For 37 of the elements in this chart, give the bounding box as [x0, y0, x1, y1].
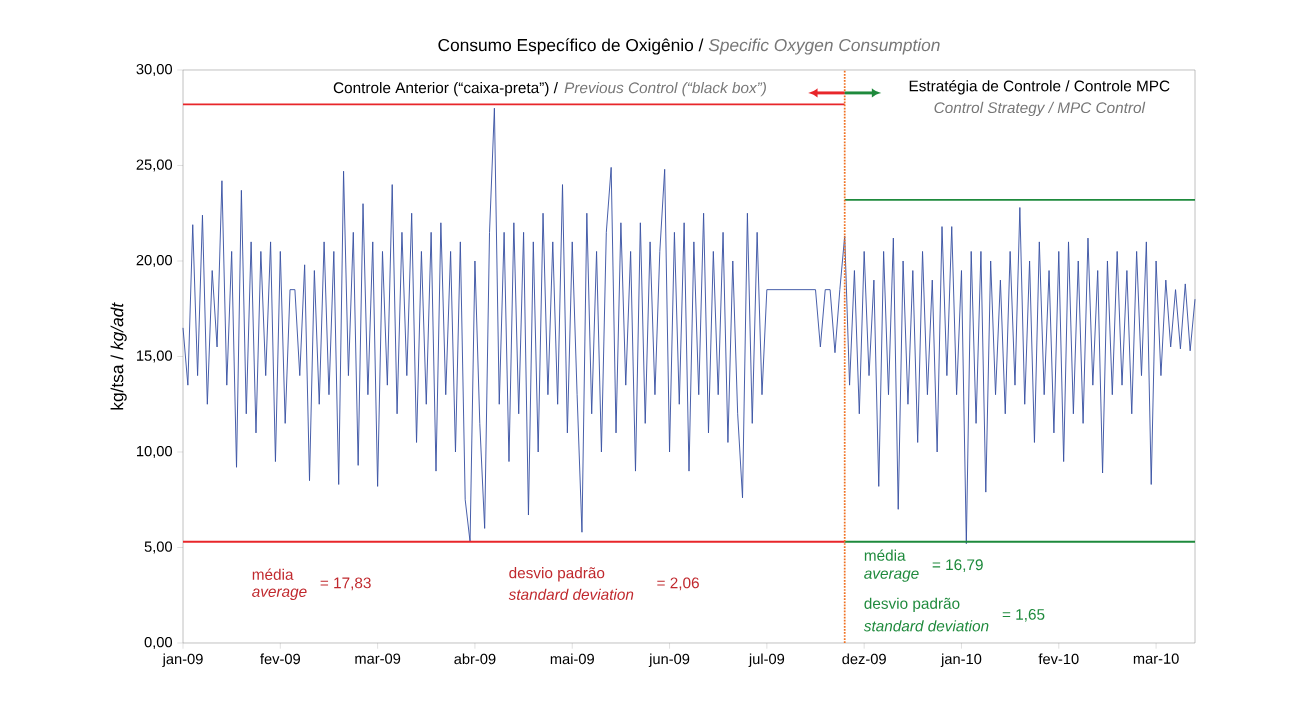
y-tick-label: 30,00 [136, 63, 173, 77]
annotation: desvio padrão [864, 597, 960, 612]
x-tick-label: mar-09 [355, 653, 401, 664]
chart-title: Consumo Específico de Oxigênio / [438, 38, 704, 55]
x-tick-label: jun-09 [648, 653, 690, 668]
annotation: média [864, 549, 906, 561]
annotation: Previous Control (“black box”) [564, 81, 766, 97]
annotation: average [864, 570, 919, 582]
chart-subtitle: Specific Oxygen Consumption [708, 38, 940, 55]
x-tick-label: jul-09 [748, 653, 785, 668]
annotation: Estratégia de Controle / Controle MPC [909, 79, 1170, 95]
y-tick-label: 0,00 [144, 636, 173, 650]
annotation: desvio padrão [509, 567, 605, 582]
y-tick-label: 15,00 [137, 350, 173, 363]
y-tick-label: 5,00 [144, 541, 173, 554]
x-tick-label: mar-10 [1133, 653, 1179, 664]
x-tick-label: jan-09 [162, 653, 203, 668]
annotation: standard deviation [508, 588, 634, 600]
x-tick-label: abr-09 [454, 653, 496, 665]
x-tick-label: fev-09 [260, 653, 300, 665]
annotation: Controle Anterior (“caixa-preta”) / [333, 81, 558, 97]
annotation: standard deviation [863, 620, 989, 632]
y-tick-label: 20,00 [136, 254, 173, 268]
x-tick-label: jan-10 [940, 653, 982, 668]
x-tick-label: fev-10 [1038, 653, 1079, 665]
annotation: média [252, 568, 294, 580]
x-tick-label: dez-09 [842, 653, 886, 665]
annotation: = 1,65 [1002, 608, 1045, 622]
x-tick-label: mai-09 [550, 653, 594, 665]
annotation: = 2,06 [657, 577, 699, 591]
annotation: Control Strategy / MPC Control [934, 101, 1146, 117]
y-tick-label: 25,00 [136, 159, 173, 172]
annotation: = 16,79 [932, 559, 983, 572]
annotation: = 17,83 [320, 577, 371, 591]
annotation: average [252, 588, 307, 601]
y-tick-label: 10,00 [137, 445, 173, 459]
y-axis-title: kg/tsa / kg/adt [110, 302, 127, 410]
